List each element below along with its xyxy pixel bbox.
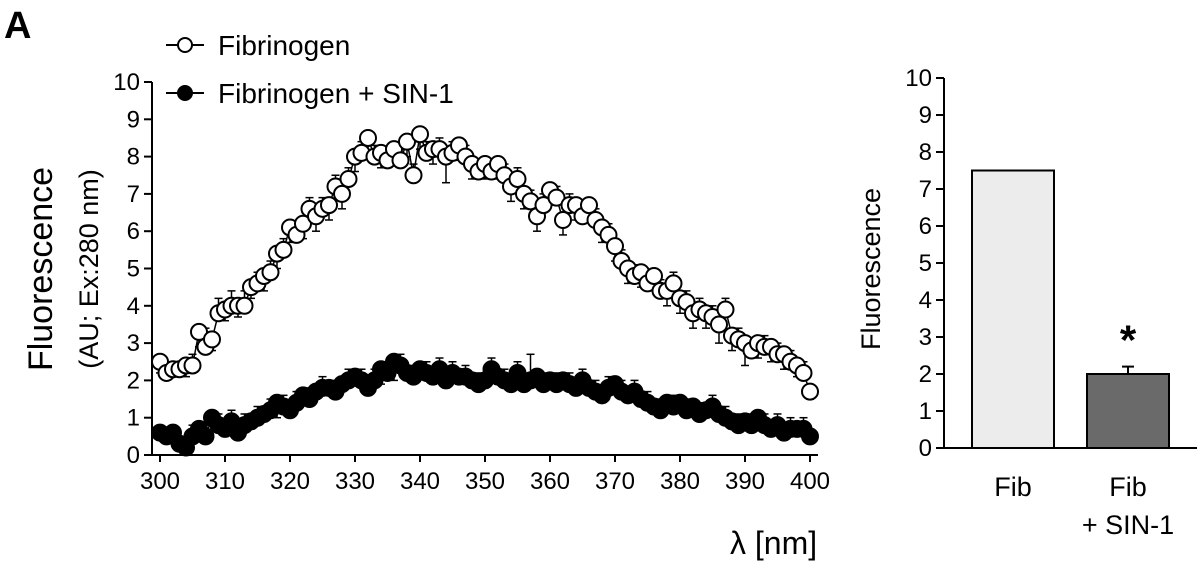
- bar-y-ticks: 0 1 2 3 4 5 6 7 8 9 10: [905, 65, 944, 462]
- y-tick-label: 9: [127, 106, 140, 133]
- data-point: [339, 169, 358, 188]
- data-point: [794, 363, 813, 382]
- y-tick-label: 7: [127, 181, 140, 208]
- data-point: [716, 300, 735, 319]
- panel-label: A: [4, 5, 31, 47]
- x-tick-label: 340: [400, 468, 440, 495]
- data-point: [203, 330, 221, 349]
- y-axis-label-units: (AU; Ex:280 nm): [74, 169, 104, 369]
- legend-item-fibrinogen-sin1: Fibrinogen + SIN-1: [166, 78, 454, 109]
- data-point: [508, 169, 527, 188]
- y-tick-label: 3: [127, 330, 140, 357]
- data-point: [235, 296, 254, 315]
- x-tick-label: 390: [725, 468, 765, 495]
- y-tick-label: 6: [127, 218, 140, 245]
- data-point: [320, 196, 338, 215]
- data-point: [710, 315, 728, 334]
- bar-fib-sin1: [1086, 373, 1170, 449]
- category-label: Fib: [1109, 472, 1147, 502]
- y-tick-label: 5: [127, 256, 140, 283]
- x-tick-label: 380: [660, 468, 700, 495]
- series-fibrinogen-sin1: [151, 352, 819, 457]
- x-tick-label: 300: [140, 468, 180, 495]
- data-point: [359, 128, 377, 147]
- y-tick-label: 1: [127, 405, 140, 432]
- y-tick-label: 10: [113, 69, 140, 96]
- legend: Fibrinogen Fibrinogen + SIN-1: [166, 30, 454, 109]
- bar-y-tick-label: 0: [919, 435, 932, 462]
- bar-chart: 0 1 2 3 4 5 6 7 8 9 10 Fluorescence Fib Fib + SIN-1 *: [856, 65, 1197, 540]
- x-tick-label: 310: [205, 468, 245, 495]
- bar-y-axis-label: Fluorescence: [856, 188, 886, 350]
- data-point: [391, 151, 410, 170]
- x-tick-label: 350: [465, 468, 505, 495]
- data-point: [404, 166, 423, 185]
- data-point: [333, 184, 351, 203]
- data-point: [645, 266, 663, 285]
- data-point: [274, 240, 293, 259]
- data-point: [183, 356, 202, 375]
- data-point: [554, 211, 572, 230]
- x-tick-label: 360: [530, 468, 570, 495]
- significance-asterisk: *: [1120, 317, 1137, 364]
- y-tick-label: 0: [127, 442, 140, 469]
- x-tick-label: 400: [790, 468, 830, 495]
- filled-circle-marker-icon: [177, 85, 193, 101]
- bar-y-tick-label: 2: [919, 361, 932, 388]
- x-tick-label: 370: [595, 468, 635, 495]
- data-point: [606, 237, 624, 256]
- bar-y-tick-label: 7: [919, 176, 932, 203]
- x-ticks: 300 310 320 330 340 350 360 370 380 390 400: [140, 455, 830, 495]
- bar-y-tick-label: 10: [905, 65, 932, 92]
- x-tick-label: 330: [335, 468, 375, 495]
- data-point: [580, 196, 598, 215]
- series-fibrinogen: [151, 125, 819, 401]
- bars-group: Fib Fib + SIN-1 *: [971, 169, 1174, 540]
- data-point: [261, 263, 280, 282]
- open-circle-marker-icon: [177, 37, 193, 53]
- series-group: [151, 125, 819, 457]
- bar-y-tick-label: 6: [919, 213, 932, 240]
- y-tick-label: 8: [127, 144, 140, 171]
- bar-y-tick-label: 1: [919, 398, 932, 425]
- data-point: [801, 427, 819, 446]
- y-tick-label: 4: [127, 293, 140, 320]
- x-tick-label: 320: [270, 468, 310, 495]
- legend-label: Fibrinogen + SIN-1: [218, 78, 454, 109]
- x-axis-label: λ [nm]: [730, 525, 817, 561]
- data-point: [196, 427, 215, 446]
- data-point: [664, 274, 683, 293]
- bar-y-tick-label: 8: [919, 139, 932, 166]
- y-axis-label: Fluorescence: [22, 167, 60, 371]
- y-tick-label: 2: [127, 367, 140, 394]
- legend-label: Fibrinogen: [218, 30, 350, 61]
- bar-y-tick-label: 4: [919, 287, 932, 314]
- data-point: [801, 382, 819, 401]
- bar-fib: [971, 169, 1055, 449]
- bar-y-tick-label: 3: [919, 324, 932, 351]
- bar-y-tick-label: 5: [919, 250, 932, 277]
- category-label: Fib: [994, 472, 1032, 502]
- spectrum-chart: 0 1 2 3 4 5 6 7 8 9 10 300 310 320 330 340 350 360 370 380…: [22, 30, 830, 561]
- bar-y-tick-label: 9: [919, 102, 932, 129]
- category-label-line2: + SIN-1: [1082, 510, 1174, 540]
- y-ticks: 0 1 2 3 4 5 6 7 8 9 10: [113, 69, 152, 469]
- data-point: [411, 125, 429, 144]
- legend-item-fibrinogen: Fibrinogen: [166, 30, 350, 61]
